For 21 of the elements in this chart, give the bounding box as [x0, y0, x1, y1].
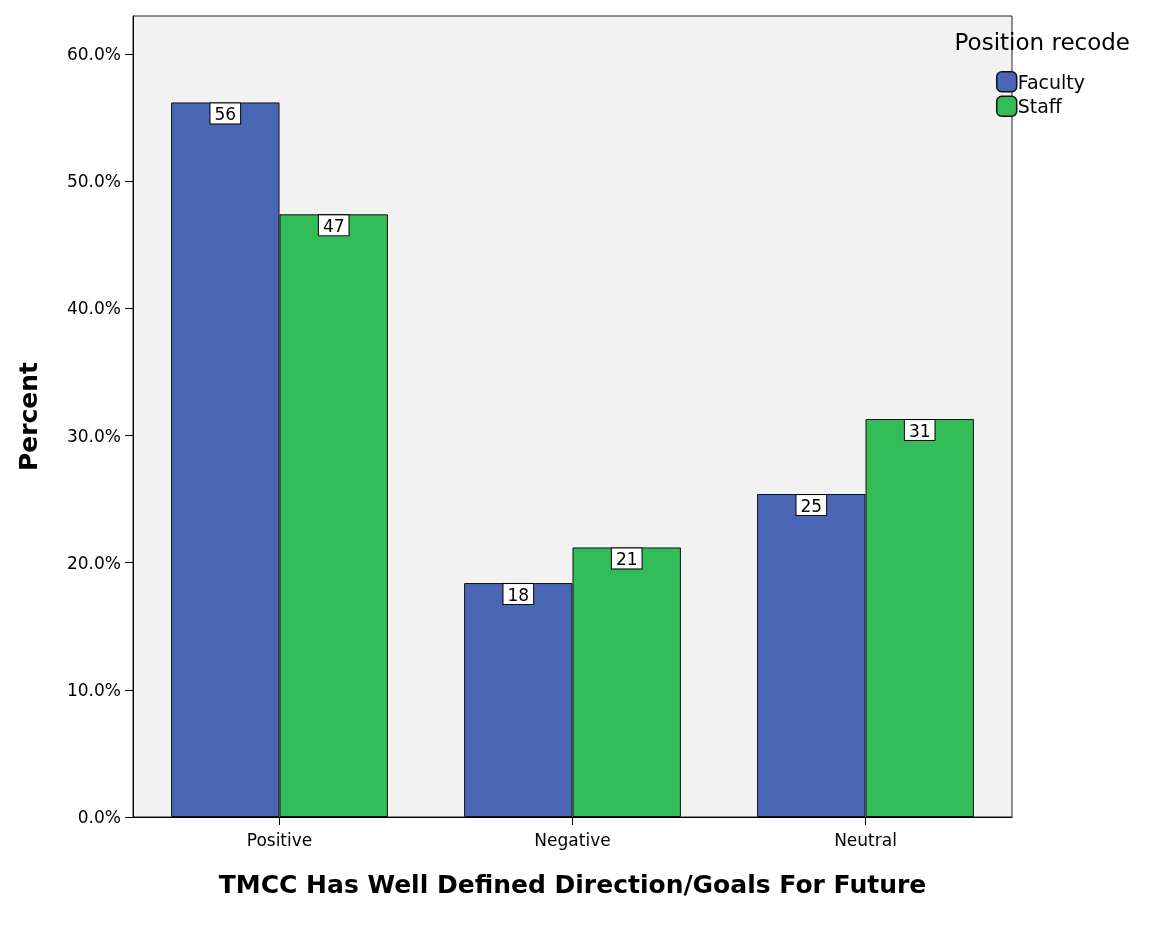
legend-title: Position recode — [954, 28, 1131, 55]
data-label: 47 — [322, 215, 345, 236]
data-label: 31 — [908, 420, 931, 441]
x-tick-label: Negative — [534, 829, 611, 850]
x-tick-label: Positive — [246, 829, 313, 850]
data-label: 21 — [615, 548, 638, 569]
y-tick-label: 0.0% — [77, 807, 121, 827]
data-label: 56 — [214, 103, 237, 124]
y-tick-label: 60.0% — [66, 44, 121, 65]
legend-label: Staff — [1017, 95, 1063, 118]
x-tick-label: Neutral — [834, 829, 897, 850]
y-tick-label: 10.0% — [66, 679, 121, 700]
y-tick-label: 50.0% — [66, 171, 121, 192]
y-axis-title: Percent — [14, 361, 43, 472]
y-tick-label: 30.0% — [66, 425, 121, 446]
y-tick-label: 40.0% — [66, 298, 121, 319]
data-label: 18 — [507, 584, 530, 605]
data-label: 25 — [800, 495, 823, 516]
legend-label: Faculty — [1017, 70, 1086, 93]
y-tick-label: 20.0% — [66, 552, 121, 573]
x-axis-title: TMCC Has Well Defined Direction/Goals For Future — [218, 869, 927, 899]
